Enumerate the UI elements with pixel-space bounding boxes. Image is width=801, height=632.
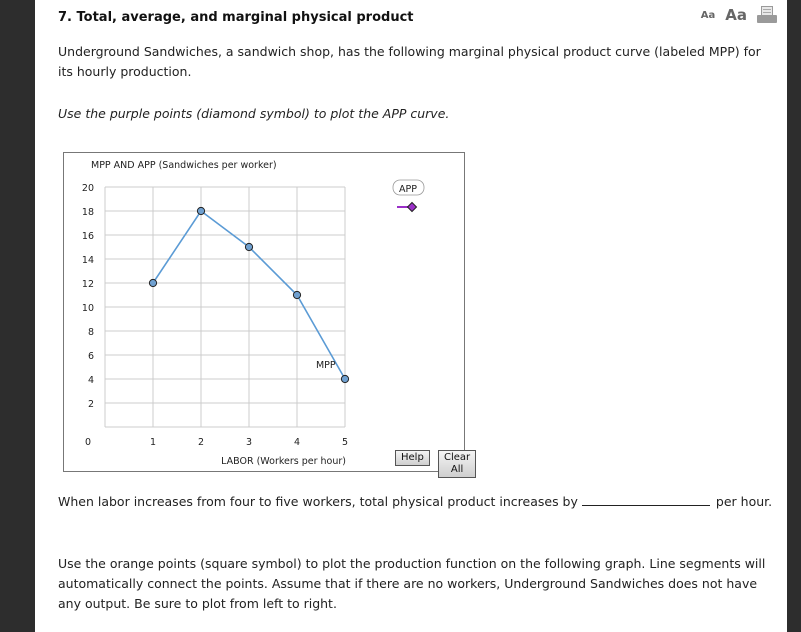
mpp-app-chart[interactable]: MPP AND APP (Sandwiches per worker) 2 4 6 8 1… [64,153,464,471]
toolbar: Aa Aa [701,6,777,24]
x-tick-label: 4 [294,437,300,448]
mpp-point [244,242,254,252]
font-increase-button[interactable]: Aa [725,6,747,24]
y-tick-label: 12 [82,279,94,290]
fill-in-before: When labor increases from four to five w… [58,494,578,509]
intro-text: Underground Sandwiches, a sandwich shop,… [58,44,761,79]
font-decrease-button[interactable]: Aa [700,9,716,21]
y-tick-label: 20 [82,183,94,194]
mpp-point [340,374,350,384]
y-axis-label: MPP AND APP (Sandwiches per worker) [91,160,277,171]
mpp-point [292,290,302,300]
x-tick-label: 0 [85,437,91,448]
question-title: 7. Total, average, and marginal physical… [58,10,414,25]
y-tick-label: 2 [88,399,94,410]
y-tick-label: 4 [88,375,94,386]
print-icon[interactable] [757,6,777,24]
y-tick-label: 14 [82,255,94,266]
x-tick-label: 5 [342,437,348,448]
y-tick-label: 6 [88,351,94,362]
legend-app-label: APP [399,184,417,195]
legend-app-pill [392,179,425,196]
y-tick-label: 18 [82,207,94,218]
x-axis-label: LABOR (Workers per hour) [221,456,346,467]
fill-in-sentence: When labor increases from four to five w… [58,491,772,512]
x-tick-label: 3 [246,437,252,448]
instruction-text: Use the purple points (diamond symbol) t… [58,106,450,121]
mpp-curve-label: MPP [316,360,336,371]
app-diamond-tool-icon[interactable] [406,201,418,213]
tpp-increase-dropdown[interactable] [581,491,710,506]
mpp-point [148,278,158,288]
clear-all-button[interactable]: Clear All [438,450,477,478]
mpp-point [196,206,206,216]
question-panel: 7. Total, average, and marginal physical… [35,0,787,632]
x-tick-label: 1 [150,437,156,448]
next-instruction-text: Use the orange points (square symbol) to… [58,556,766,611]
y-tick-label: 16 [82,231,94,242]
help-button[interactable]: Help [395,450,430,466]
x-tick-label: 2 [198,437,204,448]
y-tick-label: 8 [88,327,94,338]
y-tick-label: 10 [82,303,94,314]
fill-in-after: per hour. [715,494,773,509]
graph-panel[interactable]: MPP AND APP (Sandwiches per worker) 2 4 6 8 1… [63,152,477,478]
